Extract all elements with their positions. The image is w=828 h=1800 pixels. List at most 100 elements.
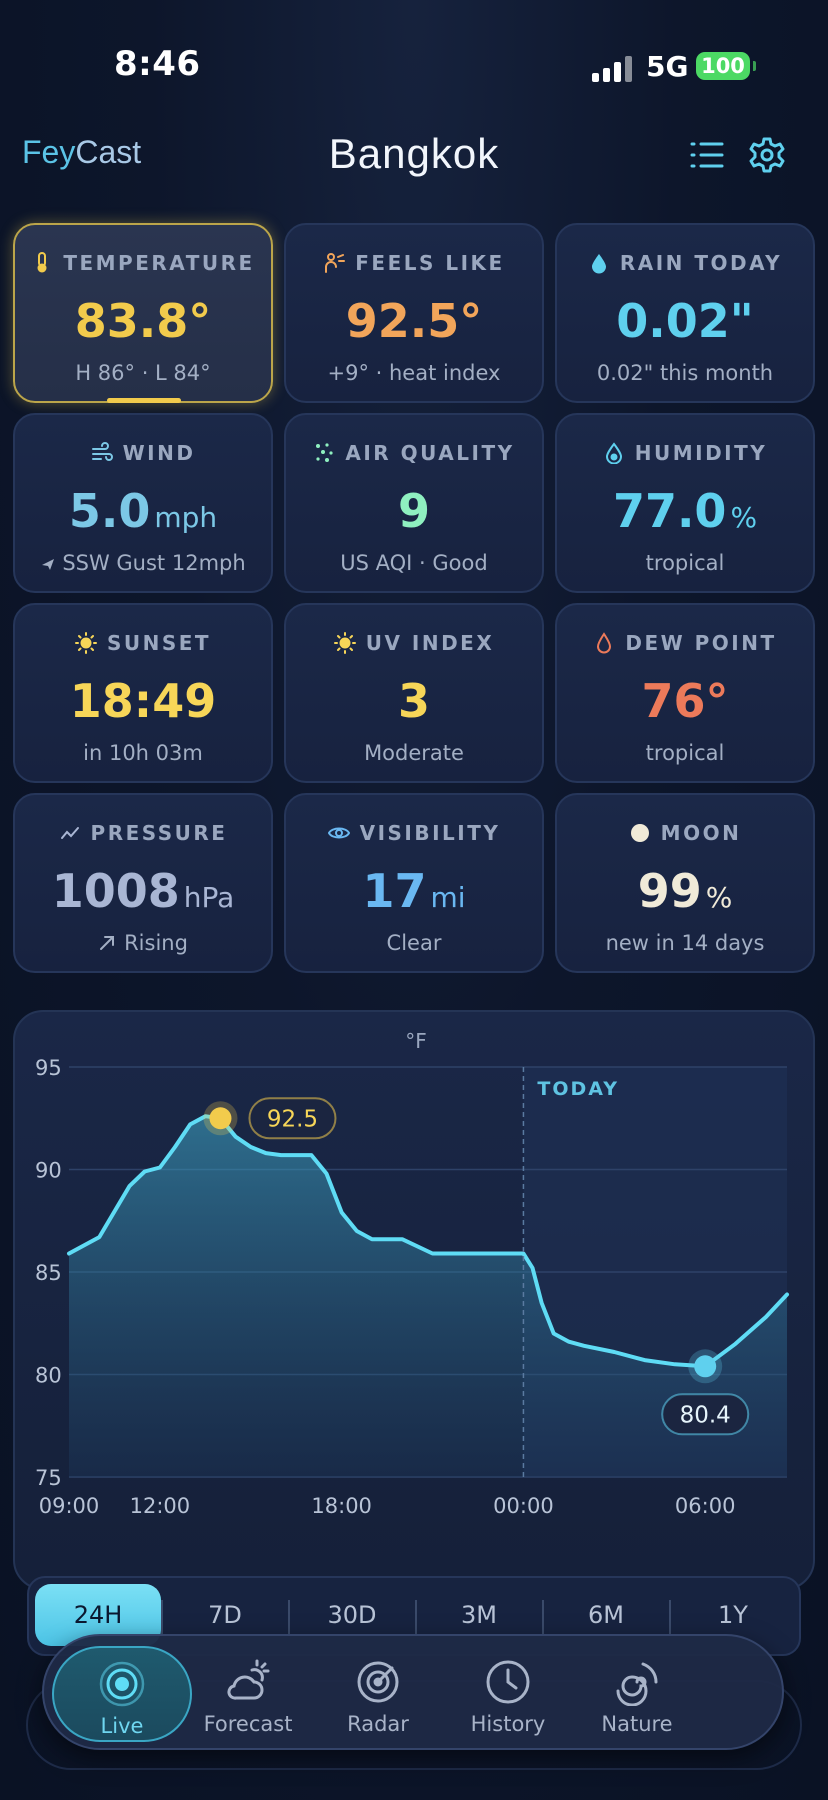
- tile-title: DEW POINT: [557, 631, 813, 655]
- moon-icon: [629, 822, 651, 844]
- range-separator: [161, 1600, 163, 1634]
- active-indicator: [107, 398, 181, 403]
- callout-point: [209, 1107, 232, 1130]
- network-label: 5G: [646, 50, 689, 83]
- tile-subtitle: tropical: [557, 551, 813, 575]
- brand-part1: Fey: [22, 134, 76, 170]
- range-option-1y[interactable]: 1Y: [718, 1601, 748, 1629]
- tile-wind[interactable]: WIND 5.0 mph SSW Gust 12mph: [13, 413, 273, 593]
- tile-sunset[interactable]: SUNSET 18:49 in 10h 03m: [13, 603, 273, 783]
- tile-title-text: WIND: [122, 441, 196, 465]
- tile-subtitle: US AQI · Good: [286, 551, 542, 575]
- tile-value: 9: [286, 483, 542, 539]
- nav-nature[interactable]: Nature: [567, 1636, 707, 1752]
- tile-value: 77.0%: [557, 483, 813, 546]
- tile-unit: hPa: [183, 881, 235, 914]
- range-option-6m[interactable]: 6M: [588, 1601, 624, 1629]
- tile-dew-point[interactable]: DEW POINT 76° tropical: [555, 603, 815, 783]
- tile-title-text: TEMPERATURE: [63, 251, 255, 275]
- tile-title-text: HUMIDITY: [634, 441, 768, 465]
- wind-direction-icon: [40, 551, 62, 575]
- tile-subtitle-text: 0.02" this month: [596, 361, 774, 385]
- list-icon[interactable]: [688, 136, 726, 174]
- nav-forecast[interactable]: Forecast: [178, 1636, 318, 1752]
- tile-humidity[interactable]: HUMIDITY 77.0% tropical: [555, 413, 815, 593]
- tile-subtitle-text: tropical: [645, 551, 725, 575]
- tile-value: 17 mi: [286, 863, 542, 926]
- y-tick-label: 85: [35, 1261, 62, 1285]
- nav-label: Forecast: [203, 1712, 293, 1736]
- brand-part2: Cast: [75, 134, 142, 170]
- tile-subtitle-text: Moderate: [364, 741, 464, 765]
- temperature-chart-panel[interactable]: °F 95 90 85 80 75 TODAY 09:00 12:00 18:00 00:00 06:…: [13, 1010, 815, 1590]
- eye-icon: [327, 822, 350, 844]
- drop-outline-icon: [593, 632, 615, 654]
- tile-air-quality[interactable]: AIR QUALITY 9 US AQI · Good: [284, 413, 544, 593]
- tile-value-number: 1008: [51, 864, 180, 918]
- tile-title-text: UV INDEX: [365, 631, 495, 655]
- tile-moon[interactable]: MOON 99% new in 14 days: [555, 793, 815, 973]
- tile-value-number: 92.5°: [345, 294, 483, 348]
- tile-value-number: 5.0: [68, 484, 151, 538]
- range-separator: [288, 1600, 290, 1634]
- tile-rain-today[interactable]: RAIN TODAY 0.02" 0.02" this month: [555, 223, 815, 403]
- tile-subtitle: tropical: [557, 741, 813, 765]
- callout-badge: 92.5: [248, 1097, 337, 1140]
- tile-value: 5.0 mph: [15, 483, 271, 546]
- tile-subtitle-text: Clear: [386, 931, 442, 955]
- thermometer-icon: [31, 252, 53, 274]
- tile-title-text: FEELS LIKE: [355, 251, 505, 275]
- temperature-chart[interactable]: °F 95 90 85 80 75 TODAY 09:00 12:00 18:00 00:00 06:…: [15, 1012, 817, 1592]
- tile-title: WIND: [15, 441, 271, 465]
- range-option-30d[interactable]: 30D: [327, 1601, 377, 1629]
- tile-title: FEELS LIKE: [286, 251, 542, 275]
- particles-icon: [313, 442, 335, 464]
- range-option-3m[interactable]: 3M: [461, 1601, 497, 1629]
- tile-feels-like[interactable]: FEELS LIKE 92.5° +9° · heat index: [284, 223, 544, 403]
- brand-logo[interactable]: FeyCast: [22, 134, 141, 171]
- tile-visibility[interactable]: VISIBILITY 17 mi Clear: [284, 793, 544, 973]
- x-tick-label: 18:00: [311, 1494, 372, 1518]
- battery-indicator: 100: [696, 52, 756, 80]
- tile-temperature[interactable]: TEMPERATURE 83.8° H 86° · L 84°: [13, 223, 273, 403]
- bottom-nav: Live Forecast Radar History Nature: [42, 1634, 784, 1750]
- range-option-7d[interactable]: 7D: [208, 1601, 242, 1629]
- nav-live[interactable]: Live: [52, 1646, 192, 1742]
- gear-icon[interactable]: [748, 136, 786, 174]
- tile-title: AIR QUALITY: [286, 441, 542, 465]
- tile-subtitle: +9° · heat index: [286, 361, 542, 385]
- tile-subtitle: H 86° · L 84°: [15, 361, 271, 385]
- tile-value-number: 17: [362, 864, 427, 918]
- gauge-icon: [59, 822, 81, 844]
- tile-title: PRESSURE: [15, 821, 271, 845]
- tile-title-text: AIR QUALITY: [345, 441, 515, 465]
- nav-history[interactable]: History: [438, 1636, 578, 1752]
- tile-subtitle: new in 14 days: [557, 931, 813, 955]
- tile-subtitle: SSW Gust 12mph: [15, 551, 271, 575]
- tile-value-number: 76°: [641, 674, 729, 728]
- tile-subtitle-text: in 10h 03m: [83, 741, 203, 765]
- nav-label: Radar: [347, 1712, 409, 1736]
- temperature-line: [67, 1114, 789, 1369]
- tile-subtitle: 0.02" this month: [557, 361, 813, 385]
- tile-title-text: DEW POINT: [625, 631, 777, 655]
- raindrop-icon: [588, 252, 610, 274]
- tile-uv-index[interactable]: UV INDEX 3 Moderate: [284, 603, 544, 783]
- sun-icon: [333, 632, 356, 654]
- callout-badge-bg: [248, 1097, 337, 1140]
- tile-title: TEMPERATURE: [15, 251, 271, 275]
- tile-title: RAIN TODAY: [557, 251, 813, 275]
- nav-label: Nature: [601, 1712, 673, 1736]
- tile-pressure[interactable]: PRESSURE 1008 hPa Rising: [13, 793, 273, 973]
- y-tick-label: 80: [35, 1364, 62, 1388]
- tile-subtitle-text: new in 14 days: [605, 931, 765, 955]
- signal-icon: [592, 56, 634, 82]
- callout-badge-bg: [661, 1393, 750, 1436]
- tile-title-text: MOON: [660, 821, 742, 845]
- range-separator: [669, 1600, 671, 1634]
- nav-radar[interactable]: Radar: [308, 1636, 448, 1752]
- tile-subtitle: Rising: [15, 931, 271, 955]
- tile-unit: mi: [430, 881, 466, 914]
- tile-title: MOON: [557, 821, 813, 845]
- tile-subtitle-text: Rising: [124, 931, 188, 955]
